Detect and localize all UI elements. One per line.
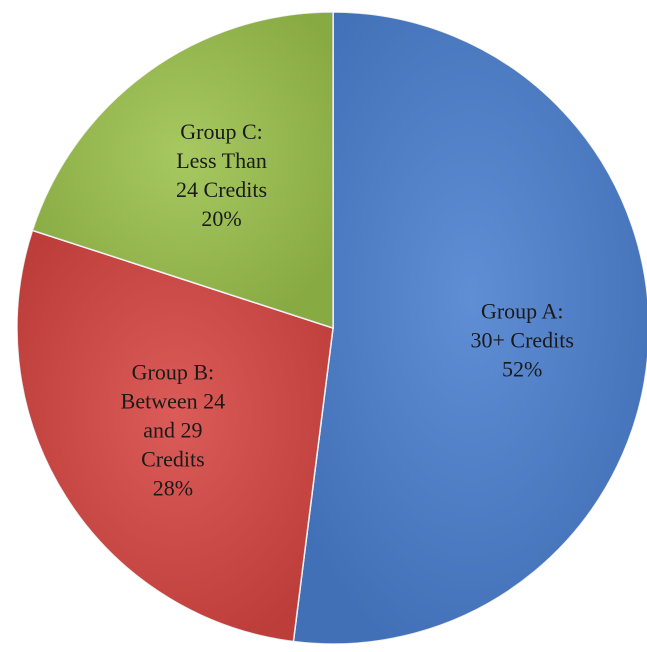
value-label: 52% (502, 356, 543, 382)
value-label: 28% (152, 475, 194, 501)
category-label: Group A: 30+ Credits (470, 298, 574, 353)
category-label: Group B: Between 24 and 29 Credits (120, 359, 226, 472)
category-label: Group C: Less Than 24 Credits (176, 118, 268, 202)
slice-label: Group B: Between 24 and 29 Credits 28% (114, 357, 232, 502)
slice-label: Group A: 30+ Credits 52% (463, 296, 581, 383)
value-label: 20% (201, 205, 242, 231)
slice-label: Group C: Less Than 24 Credits 20% (163, 117, 281, 233)
